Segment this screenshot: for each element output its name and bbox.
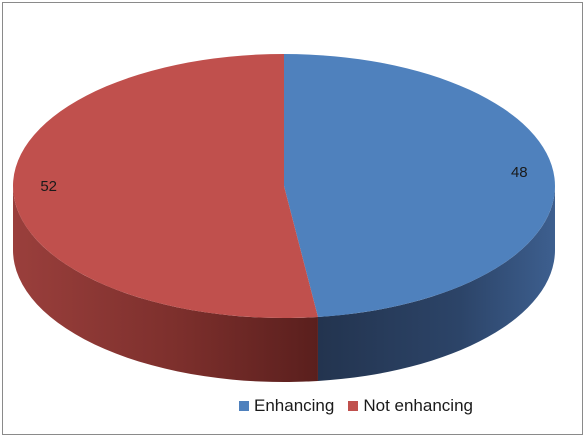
legend-swatch-enhancing: [239, 401, 249, 411]
data-label-not-enhancing: 52: [40, 178, 57, 195]
legend: Enhancing Not enhancing: [239, 396, 473, 416]
slice-side-not-enhancing: [13, 186, 318, 382]
slice-not-enhancing: [12, 54, 318, 318]
data-label-enhancing: 48: [511, 164, 528, 181]
slice-side-enhancing: [317, 186, 555, 381]
legend-label-enhancing: Enhancing: [254, 396, 335, 415]
slice-enhancing: [284, 54, 555, 317]
legend-item-enhancing: Enhancing: [239, 396, 334, 416]
legend-swatch-not-enhancing: [348, 401, 359, 411]
legend-label-not-enhancing: Not enhancing: [363, 396, 473, 415]
legend-item-not-enhancing: Not enhancing: [348, 396, 473, 416]
